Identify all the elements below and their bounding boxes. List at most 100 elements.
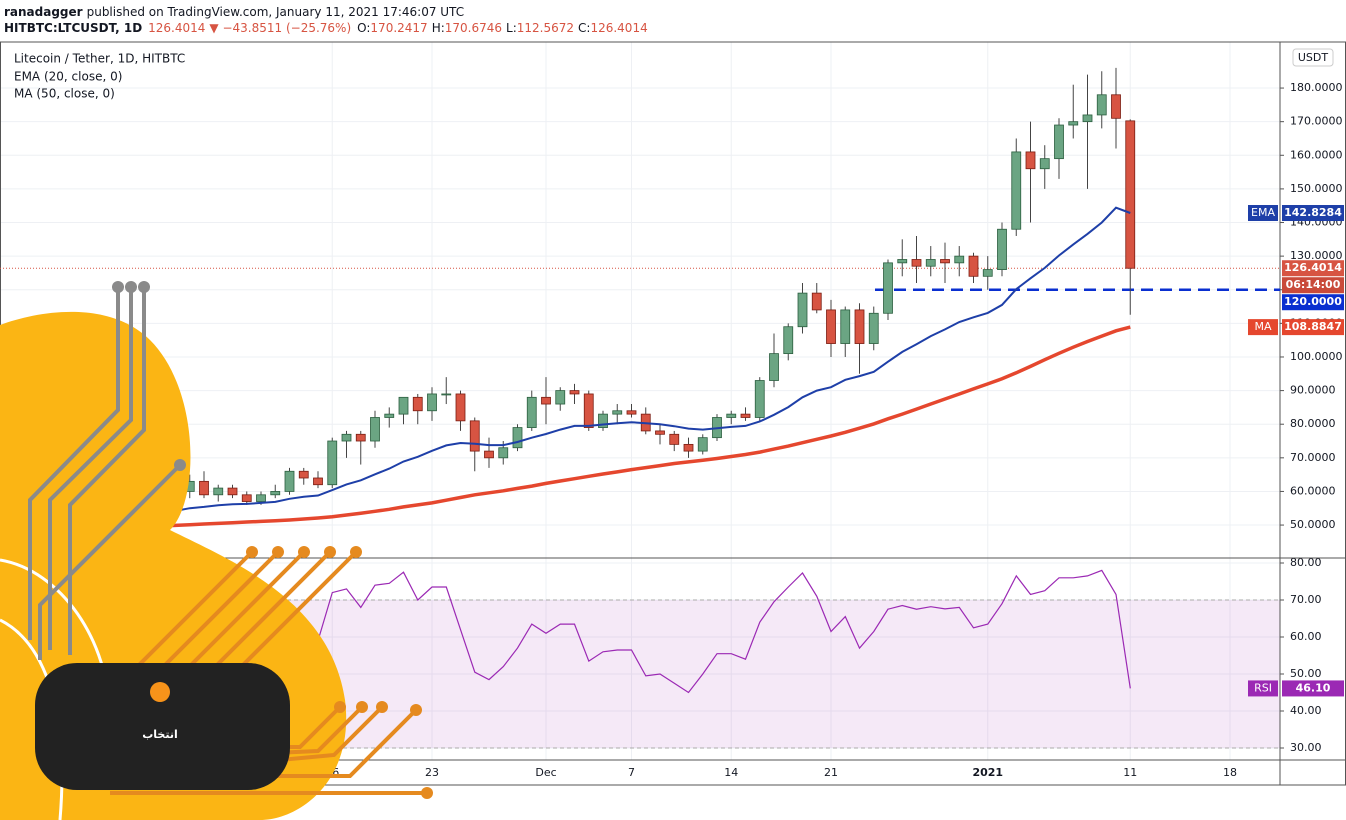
y-tick-label: 70.0000 xyxy=(1290,451,1336,464)
symbol-line: HITBTC:LTCUSDT, 1D 126.4014 ▼ −43.8511 (−2… xyxy=(4,21,648,35)
series-tag-box xyxy=(1248,319,1278,336)
candle-body xyxy=(868,312,879,344)
y-tick-label: 130.0000 xyxy=(1290,249,1343,262)
candle-body xyxy=(626,410,637,415)
series-value-label: 142.8284 xyxy=(1284,206,1342,219)
logo-text: انتخاب xyxy=(142,728,178,741)
candle-body xyxy=(1125,120,1136,269)
change: ▼ −43.8511 (−25.76%) xyxy=(209,21,351,35)
line-ema xyxy=(146,206,1131,515)
x-tick-label: 7 xyxy=(628,766,635,779)
candle-body xyxy=(427,393,437,412)
y-tick-label: 80.0000 xyxy=(1290,417,1336,430)
candle-body xyxy=(783,326,794,355)
x-tick-label: Dec xyxy=(535,766,556,779)
candle-body xyxy=(740,413,751,418)
c-label: C: xyxy=(578,21,590,35)
rsi-y-tick-label: 70.00 xyxy=(1290,593,1322,606)
candle-body xyxy=(455,393,466,422)
candle-body xyxy=(1025,151,1036,170)
candle-body xyxy=(284,470,295,492)
symbol: HITBTC:LTCUSDT, 1D xyxy=(4,21,142,35)
level-label-box xyxy=(1282,294,1344,311)
candle-body xyxy=(1068,121,1079,126)
published: published on TradingView.com, January 11… xyxy=(87,5,464,19)
candle-body xyxy=(655,430,665,435)
candle-body xyxy=(968,255,979,277)
candle-body xyxy=(669,433,680,445)
countdown-label-box xyxy=(1282,277,1344,294)
rsi-tag: RSI xyxy=(1254,681,1272,694)
logo-box xyxy=(35,663,290,790)
candle-body xyxy=(227,487,238,496)
y-tick-label: 160.0000 xyxy=(1290,148,1343,161)
candle-body xyxy=(199,480,209,496)
currency: USDT xyxy=(1298,51,1329,64)
candle-body xyxy=(982,269,993,277)
rsi-value-label-box xyxy=(1282,680,1344,697)
series-tag-box xyxy=(1248,205,1278,222)
candle-body xyxy=(997,228,1007,270)
candle-body xyxy=(726,413,737,418)
legend-ema: EMA (20, close, 0) xyxy=(14,70,122,84)
circuit-dots-grey xyxy=(112,281,186,471)
rsi-value-label: 46.10 xyxy=(1296,681,1331,694)
candle-body xyxy=(883,262,893,314)
candle-body xyxy=(441,393,452,396)
candle-body xyxy=(327,440,338,486)
line-ma xyxy=(146,325,1131,529)
series-tag: MA xyxy=(1254,320,1271,333)
series-value-label-box xyxy=(1282,319,1344,336)
candle-body xyxy=(897,259,908,264)
circuit-grey xyxy=(28,287,182,660)
candle-body xyxy=(298,470,309,479)
series-value-label-box xyxy=(1282,205,1344,222)
candle-body xyxy=(1082,114,1093,123)
series-tag: EMA xyxy=(1251,206,1275,219)
x-tick-label: 23 xyxy=(425,766,439,779)
legend-title: Litecoin / Tether, 1D, HITBTC xyxy=(14,52,185,66)
candle-body xyxy=(213,487,224,496)
candle-body xyxy=(940,259,950,264)
candle-body xyxy=(1039,158,1050,170)
currency-badge xyxy=(1292,48,1334,67)
y-tick-label: 150.0000 xyxy=(1290,182,1343,195)
candle-body xyxy=(541,396,551,405)
candle-body xyxy=(1111,94,1121,119)
candle-body xyxy=(811,292,822,311)
y-tick-label: 100.0000 xyxy=(1290,350,1343,363)
o-label: O: xyxy=(357,21,370,35)
candle-body xyxy=(270,491,281,496)
candle-body xyxy=(313,477,323,486)
l-label: L: xyxy=(506,21,517,35)
last-price-label-box xyxy=(1282,260,1344,277)
candle-body xyxy=(1096,94,1107,116)
candle-body xyxy=(412,396,423,412)
candle-body xyxy=(1054,124,1064,160)
candle-body xyxy=(555,390,566,405)
candle-body xyxy=(526,396,537,428)
candle-body xyxy=(512,427,523,449)
last-price-label: 126.4014 xyxy=(1284,261,1342,274)
rsi-y-tick-label: 60.00 xyxy=(1290,630,1322,643)
watermark-logo: انتخاب xyxy=(0,281,433,820)
candle-body xyxy=(797,292,808,328)
candle-body xyxy=(826,309,836,344)
y-tick-label: 180.0000 xyxy=(1290,81,1343,94)
logo-coin xyxy=(150,682,170,702)
y-tick-label: 60.0000 xyxy=(1290,484,1336,497)
candle-body xyxy=(583,393,594,428)
candle-body xyxy=(925,259,936,267)
candle-body xyxy=(384,413,395,418)
y-tick-label: 90.0000 xyxy=(1290,384,1336,397)
c-value: 126.4014 xyxy=(590,21,647,35)
rsi-tag-box xyxy=(1248,680,1278,697)
circuit-dots-orange xyxy=(246,546,433,799)
candle-body xyxy=(1011,151,1022,230)
rsi-y-tick-label: 50.00 xyxy=(1290,667,1322,680)
candle-body xyxy=(840,309,851,344)
candle-body xyxy=(484,450,494,459)
level-label: 120.0000 xyxy=(1284,295,1342,308)
candle-body xyxy=(769,353,779,381)
